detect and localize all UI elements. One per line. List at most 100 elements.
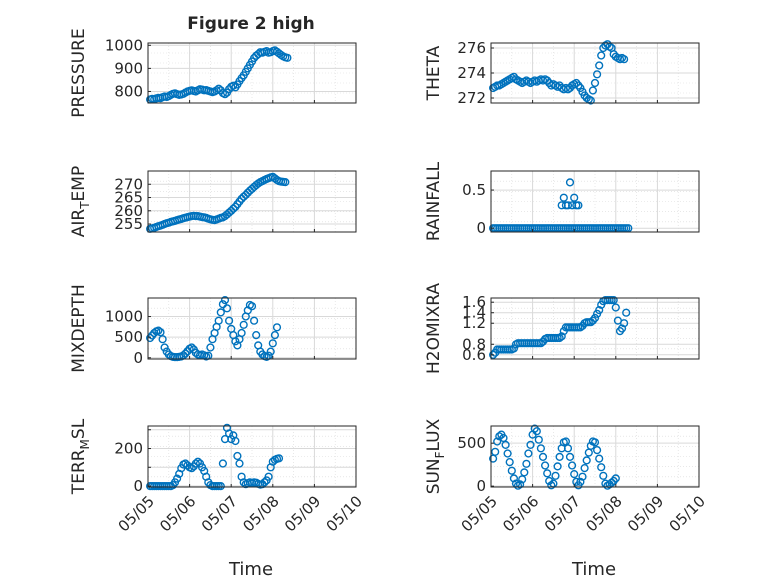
data-point	[619, 319, 629, 328]
data-point	[520, 468, 529, 477]
y-tick-label: 0.8	[462, 335, 486, 353]
data-point	[597, 463, 606, 472]
subplot-rainfall: 0 0.5 RAINFALL	[424, 161, 700, 241]
y-tick-label: 260	[114, 202, 143, 220]
data-point	[214, 84, 223, 93]
data-point	[160, 343, 169, 352]
data-point	[509, 344, 519, 353]
data-point	[237, 328, 246, 338]
data-point	[193, 457, 203, 466]
data-point	[590, 78, 600, 88]
data-point	[592, 446, 602, 455]
data-point	[578, 472, 587, 481]
data-point	[565, 178, 575, 187]
y-axis-label: H2OMIXRA	[424, 283, 444, 374]
data-point	[619, 55, 629, 64]
data-point	[270, 331, 280, 340]
data-point	[580, 464, 589, 473]
data-point	[187, 464, 196, 473]
data-point	[547, 481, 556, 490]
data-point	[206, 343, 215, 352]
data-point	[266, 347, 275, 356]
data-point	[545, 476, 554, 486]
data-point	[218, 459, 228, 468]
data-point	[574, 201, 583, 210]
data-point	[622, 308, 631, 317]
y-tick-label: 272	[457, 89, 486, 107]
axes-box	[490, 170, 700, 233]
data-point	[570, 193, 579, 202]
data-point	[229, 81, 238, 90]
data-point	[534, 435, 543, 444]
y-tick-label: 0.6	[462, 346, 486, 364]
data-point	[509, 474, 519, 483]
data-point	[252, 331, 261, 340]
data-point	[582, 456, 591, 465]
y-tick-label: 500	[457, 434, 486, 452]
data-point	[588, 86, 598, 95]
subplot-pressure: 800 900 1000 PRESSURE	[69, 28, 357, 118]
y-axis-label-subscript: F	[433, 451, 447, 458]
data-point	[191, 459, 200, 468]
data-point	[156, 328, 165, 337]
data-point	[214, 316, 223, 325]
data-point	[559, 193, 568, 202]
data-point	[218, 300, 228, 309]
y-tick-label: 200	[114, 440, 143, 458]
data-point	[491, 447, 500, 456]
axes-box	[490, 425, 700, 488]
data-point	[268, 339, 277, 348]
data-point	[247, 302, 257, 311]
data-point	[595, 454, 604, 463]
data-point	[231, 337, 240, 346]
data-point	[220, 296, 230, 305]
data-point	[493, 437, 502, 446]
y-tick-label: 1000	[105, 36, 143, 54]
data-point	[536, 444, 546, 453]
data-point	[599, 471, 608, 480]
y-axis-label-main: TERR	[69, 449, 89, 495]
data-point	[503, 449, 512, 458]
y-axis-label: PRESSURE	[69, 28, 89, 117]
data-point	[241, 190, 250, 200]
data-point	[501, 440, 510, 450]
y-axis-label-main: PRESSURE	[69, 28, 89, 117]
data-point	[154, 326, 163, 335]
data-point	[229, 204, 238, 213]
data-point	[158, 335, 167, 344]
data-point	[592, 70, 602, 79]
data-point	[216, 482, 225, 491]
data-point	[233, 451, 242, 461]
data-point	[553, 462, 562, 471]
y-tick-label: 274	[457, 64, 486, 82]
y-tick-label: 1.6	[462, 293, 486, 311]
data-point	[522, 459, 531, 468]
data-point	[536, 339, 546, 348]
y-tick-label: 1.2	[462, 314, 486, 332]
y-tick-label: 0	[133, 349, 143, 367]
data-point	[524, 449, 533, 458]
y-axis-label-subscript: M	[78, 439, 92, 449]
y-tick-label: 800	[114, 82, 143, 100]
y-axis-label: MIXDEPTH	[69, 284, 89, 373]
y-tick-label: 255	[114, 215, 143, 233]
data-point	[611, 474, 620, 483]
y-tick-label: 500	[114, 328, 143, 346]
data-point	[505, 458, 514, 467]
data-point	[565, 452, 575, 462]
y-tick-label: 265	[114, 189, 143, 207]
subplot-grid: 800 900 1000 PRESSURE 272 274 276 THETA 25526026…	[69, 28, 709, 535]
data-point	[611, 303, 620, 312]
data-point	[590, 438, 600, 447]
axes-box	[147, 297, 357, 360]
data-point	[187, 343, 196, 352]
data-point	[555, 333, 564, 343]
data-point	[526, 440, 535, 450]
data-point	[264, 472, 273, 481]
data-point	[538, 452, 548, 462]
data-point	[551, 471, 560, 480]
axes-box	[490, 297, 700, 360]
x-axis-title-right: Time	[571, 559, 616, 580]
y-axis-label-main: H2OMIXRA	[424, 283, 444, 374]
data-point	[235, 459, 244, 468]
